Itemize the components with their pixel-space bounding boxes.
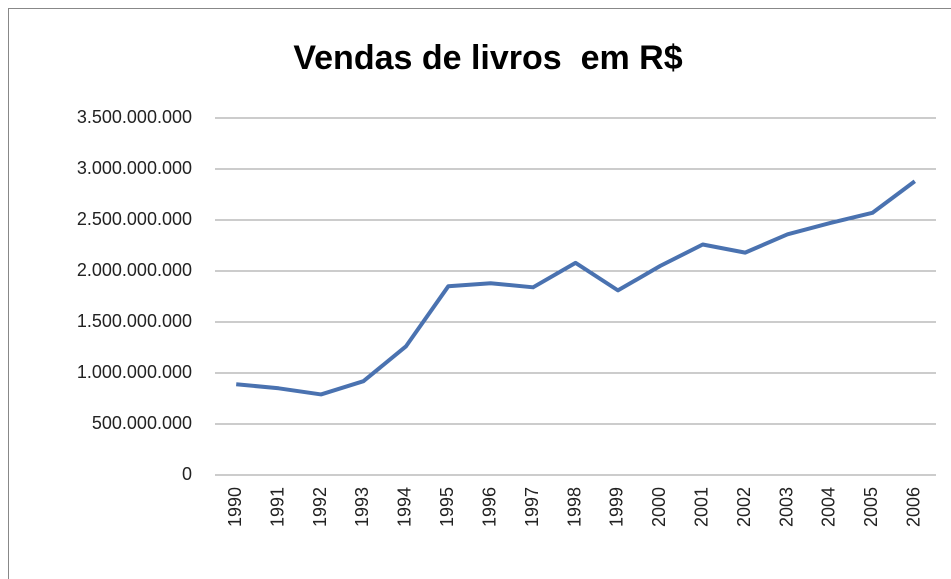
chart-frame: [8, 8, 951, 579]
x-tick-label: 1998: [564, 487, 584, 527]
y-tick-label: 3.000.000.000: [77, 158, 192, 178]
y-tick-label: 1.500.000.000: [77, 311, 192, 331]
x-tick-label: 1990: [225, 487, 245, 527]
x-tick-label: 2000: [649, 487, 669, 527]
x-tick-label: 1994: [395, 487, 415, 527]
chart-title: Vendas de livros em R$: [293, 39, 682, 77]
data-line: [236, 179, 916, 397]
y-tick-label: 2.000.000.000: [77, 260, 192, 280]
x-tick-label: 2002: [734, 487, 754, 527]
x-tick-label: 2003: [776, 487, 796, 527]
y-tick-label: 3.500.000.000: [77, 107, 192, 127]
y-tick-label: 0: [182, 464, 192, 484]
x-tick-label: 2006: [904, 487, 924, 527]
x-tick-label: 1999: [607, 487, 627, 527]
x-tick-label: 1996: [479, 487, 499, 527]
x-tick-label: 1991: [267, 487, 287, 527]
y-tick-label: 1.000.000.000: [77, 362, 192, 382]
x-tick-label: 2005: [861, 487, 881, 527]
x-tick-label: 1993: [352, 487, 372, 527]
x-tick-label: 1995: [437, 487, 457, 527]
y-tick-label: 500.000.000: [92, 413, 192, 433]
y-tick-label: 2.500.000.000: [77, 209, 192, 229]
x-tick-label: 1997: [522, 487, 542, 527]
x-tick-label: 2001: [691, 487, 711, 527]
x-tick-label: 1992: [310, 487, 330, 527]
x-tick-label: 2004: [819, 487, 839, 527]
